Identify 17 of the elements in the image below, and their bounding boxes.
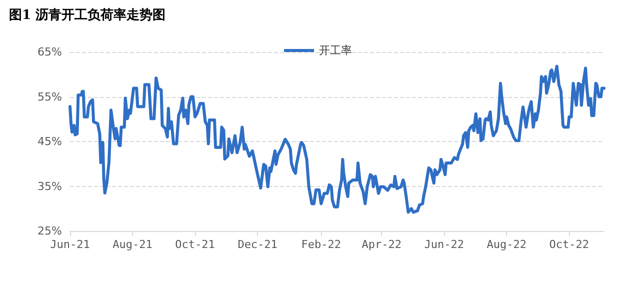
line-series — [68, 64, 606, 214]
y-tick-label: 65% — [38, 46, 62, 58]
x-tick-label: Aug-22 — [486, 238, 527, 251]
x-tick-label: Apr-22 — [362, 238, 402, 251]
x-tick-label: Jun-22 — [424, 238, 464, 251]
x-tick-label: Feb-22 — [301, 238, 341, 251]
x-tick-label: Oct-21 — [175, 238, 215, 251]
x-tick-label: Jun-21 — [50, 238, 90, 251]
y-tick-label: 25% — [38, 224, 62, 238]
y-tick-label: 45% — [38, 135, 62, 148]
x-tick-label: Dec-21 — [238, 238, 278, 251]
x-tick-label: Aug-21 — [112, 238, 152, 251]
y-tick-label: 35% — [38, 180, 62, 193]
chart-title: 图1 沥青开工负荷率走势图 — [9, 7, 166, 23]
y-tick-label: 55% — [38, 90, 62, 104]
x-tick-label: Oct-22 — [549, 238, 590, 251]
legend-label: 开工率 — [319, 44, 352, 57]
